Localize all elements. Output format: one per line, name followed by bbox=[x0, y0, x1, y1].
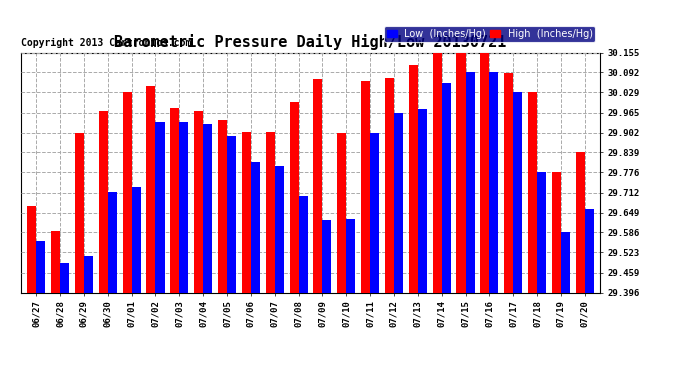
Bar bbox=[370, 133, 380, 292]
Bar bbox=[552, 172, 561, 292]
Bar bbox=[75, 133, 84, 292]
Bar bbox=[60, 263, 69, 292]
Bar bbox=[528, 92, 537, 292]
Bar bbox=[146, 86, 155, 292]
Bar bbox=[36, 241, 46, 292]
Bar bbox=[241, 132, 251, 292]
Bar bbox=[575, 152, 585, 292]
Bar bbox=[442, 82, 451, 292]
Title: Barometric Pressure Daily High/Low 20130721: Barometric Pressure Daily High/Low 20130… bbox=[115, 34, 506, 50]
Bar bbox=[537, 172, 546, 292]
Bar bbox=[155, 122, 164, 292]
Bar bbox=[361, 81, 370, 292]
Bar bbox=[170, 108, 179, 292]
Bar bbox=[322, 220, 331, 292]
Bar bbox=[466, 72, 475, 292]
Bar bbox=[457, 53, 466, 292]
Bar bbox=[513, 92, 522, 292]
Bar bbox=[385, 78, 394, 292]
Bar bbox=[227, 136, 236, 292]
Bar bbox=[433, 53, 442, 292]
Bar bbox=[561, 232, 570, 292]
Bar bbox=[394, 112, 403, 292]
Bar bbox=[313, 80, 322, 292]
Bar bbox=[275, 166, 284, 292]
Legend: Low  (Inches/Hg), High  (Inches/Hg): Low (Inches/Hg), High (Inches/Hg) bbox=[384, 26, 595, 42]
Bar bbox=[266, 132, 275, 292]
Bar bbox=[585, 209, 594, 292]
Bar bbox=[489, 72, 498, 292]
Bar bbox=[51, 231, 60, 292]
Bar bbox=[84, 256, 93, 292]
Bar bbox=[218, 120, 227, 292]
Bar bbox=[99, 111, 108, 292]
Bar bbox=[299, 196, 308, 292]
Bar bbox=[27, 206, 36, 292]
Bar bbox=[408, 65, 418, 292]
Bar bbox=[504, 73, 513, 292]
Bar bbox=[290, 102, 299, 292]
Bar bbox=[132, 187, 141, 292]
Bar bbox=[108, 192, 117, 292]
Bar bbox=[194, 111, 203, 292]
Bar bbox=[251, 162, 260, 292]
Bar bbox=[123, 92, 132, 292]
Bar bbox=[346, 219, 355, 292]
Bar bbox=[179, 122, 188, 292]
Bar bbox=[480, 53, 489, 292]
Bar bbox=[337, 133, 346, 292]
Bar bbox=[203, 124, 213, 292]
Bar bbox=[418, 110, 427, 292]
Text: Copyright 2013 Cartronics.com: Copyright 2013 Cartronics.com bbox=[21, 38, 191, 48]
